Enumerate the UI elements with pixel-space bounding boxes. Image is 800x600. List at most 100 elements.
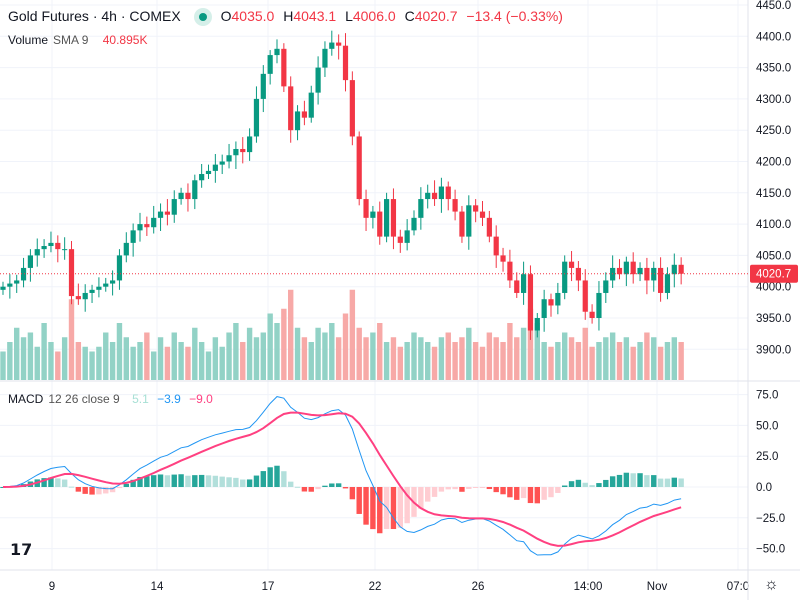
volume-label: Volume (8, 33, 49, 47)
volume-bar (418, 337, 424, 380)
macd-hist-value: 5.1 (132, 392, 149, 406)
candle-body (151, 217, 157, 228)
macd-axis-label: 50.0 (756, 420, 778, 432)
volume-bar (157, 337, 164, 380)
macd-histogram-bar (534, 487, 540, 504)
macd-histogram-bar (507, 487, 513, 498)
volume-bar (671, 337, 677, 380)
macd-histogram-bar (315, 487, 321, 490)
candle-body (623, 261, 629, 275)
time-axis-label: 14 (151, 581, 164, 593)
volume-bar (14, 327, 20, 380)
macd-histogram-bar (555, 487, 561, 493)
volume-bar (425, 342, 431, 380)
candle-body (219, 161, 225, 165)
candle-body (14, 280, 20, 284)
candle-body (521, 274, 527, 293)
macd-histogram-bar (130, 479, 136, 487)
macd-histogram-bar (308, 487, 314, 492)
candle-body (630, 261, 636, 275)
open-label: O (220, 8, 232, 24)
volume-bar (109, 342, 116, 380)
macd-histogram-bar (493, 487, 499, 493)
macd-histogram-bar (431, 487, 438, 497)
candle-body (603, 280, 609, 293)
candle-body (110, 280, 116, 284)
candle-body (527, 274, 534, 331)
candle-body (20, 267, 27, 281)
macd-histogram-bar (671, 477, 677, 487)
macd-histogram-bar (390, 487, 397, 530)
volume-bar (507, 323, 513, 380)
macd-histogram-bar (48, 477, 54, 487)
macd-histogram-bar (164, 475, 171, 487)
volume-bar (103, 332, 109, 380)
macd-params: 12 26 close 9 (48, 392, 120, 406)
macd-histogram-bar (500, 487, 506, 495)
volume-bar (68, 299, 75, 380)
candle-body (34, 249, 40, 256)
candle-body (486, 217, 492, 237)
macd-histogram-bar (61, 479, 68, 487)
candle-body (589, 311, 595, 318)
candle-body (452, 199, 458, 212)
volume-bar (466, 327, 472, 380)
price-axis-label: 3900.0 (756, 344, 791, 356)
macd-line (2, 396, 682, 556)
candle-body (664, 274, 671, 293)
macd-histogram-bar (137, 476, 143, 487)
macd-histogram-bar (678, 478, 684, 487)
volume-bar (82, 346, 88, 380)
volume-bar (185, 346, 191, 380)
candle-body (363, 199, 369, 218)
macd-histogram-bar (664, 478, 671, 487)
macd-signal-value: −9.0 (189, 392, 213, 406)
price-axis-label: 4250.0 (756, 125, 791, 137)
macd-histogram-bar (397, 487, 403, 528)
macd-histogram-bar (342, 487, 349, 489)
candle-body (356, 136, 362, 200)
volume-bar (431, 346, 438, 380)
volume-bar (219, 346, 225, 380)
candle-body (568, 261, 575, 268)
candle-body (171, 199, 177, 215)
volume-bar (315, 327, 321, 380)
macd-histogram-bar (185, 475, 191, 487)
volume-legend[interactable]: Volume SMA 9 40.895K (8, 33, 152, 47)
volume-bar (609, 332, 616, 380)
volume-bar (356, 327, 362, 380)
macd-histogram-bar (267, 467, 273, 487)
price-axis-label: 4100.0 (756, 219, 791, 231)
volume-bar (603, 337, 609, 380)
symbol-title[interactable]: Gold Futures · 4h · COMEX (8, 8, 181, 24)
macd-histogram-bar (123, 483, 129, 487)
volume-bar (548, 346, 554, 380)
candle-body (137, 224, 143, 231)
volume-bar (438, 337, 445, 380)
candle-body (329, 42, 335, 49)
candle-body (123, 242, 129, 256)
volume-bar (514, 337, 520, 380)
macd-label: MACD (8, 392, 44, 406)
volume-bar (144, 332, 150, 380)
last-price-badge (750, 264, 798, 283)
volume-bar (27, 332, 34, 380)
volume-bar (288, 289, 294, 380)
volume-bar (205, 351, 212, 380)
time-axis-label: Nov (647, 581, 668, 593)
tradingview-logo[interactable]: 𝟭𝟳 (10, 542, 33, 559)
candle-body (493, 236, 499, 256)
settings-icon[interactable]: ☼ (764, 576, 779, 593)
macd-histogram-bar (425, 487, 431, 502)
candle-body (48, 242, 54, 247)
candle-body (637, 267, 643, 275)
volume-bar (308, 342, 314, 380)
macd-legend[interactable]: MACD 12 26 close 9 5.1 −3.9 −9.0 (8, 392, 218, 406)
candle-body (596, 292, 602, 318)
macd-histogram-bar (260, 471, 266, 487)
candle-body (62, 249, 68, 251)
price-axis-label: 4400.0 (756, 31, 791, 43)
low-value: 4006.0 (352, 8, 396, 24)
volume-bar (472, 342, 479, 380)
